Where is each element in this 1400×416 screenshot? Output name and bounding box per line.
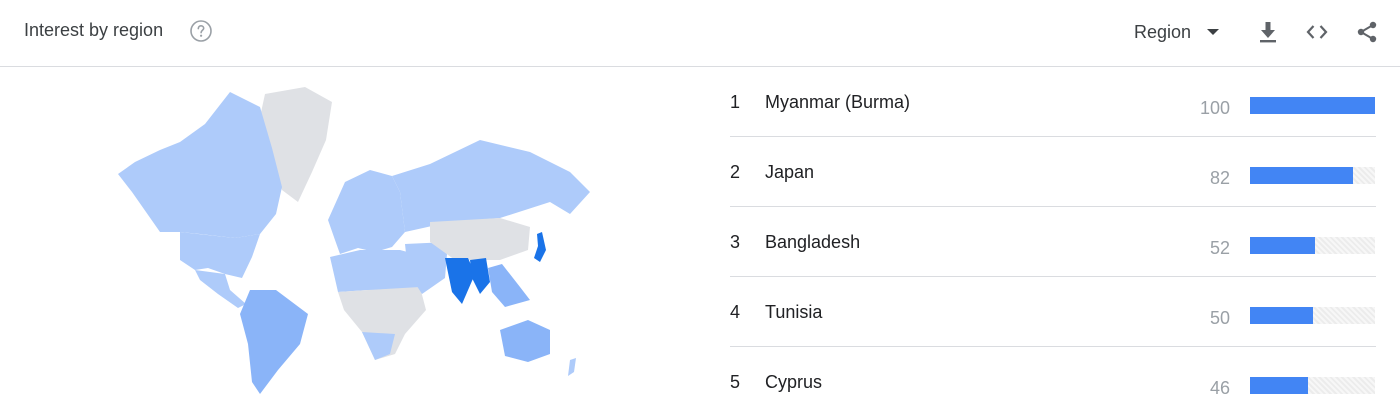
region-value: 100	[1199, 98, 1230, 118]
interest-bar-fill	[1250, 237, 1315, 254]
region-dropdown-label: Region	[1134, 21, 1192, 42]
list-item[interactable]: 5 Cyprus 46	[730, 347, 1376, 416]
map-region-russia	[392, 140, 590, 232]
region-dropdown[interactable]: Region	[1134, 20, 1220, 44]
interest-bar-fill	[1250, 307, 1313, 324]
map-region-china	[430, 218, 530, 260]
region-name: Bangladesh	[765, 232, 861, 252]
region-rank: 1	[730, 92, 741, 112]
region-rank: 2	[730, 162, 741, 182]
interest-bar-fill	[1250, 167, 1353, 184]
region-list: 1 Myanmar (Burma) 100 2 Japan 82 3 Bangl…	[730, 67, 1376, 416]
interest-bar-fill	[1250, 377, 1308, 394]
region-rank: 5	[730, 372, 741, 392]
region-value: 46	[1209, 378, 1230, 398]
list-item[interactable]: 2 Japan 82	[730, 137, 1376, 207]
widget-title: Interest by region	[24, 20, 164, 40]
map-region-new-zealand	[568, 358, 576, 376]
list-item[interactable]: 4 Tunisia 50	[730, 277, 1376, 347]
map-region-united-states	[180, 232, 260, 278]
interest-bar	[1250, 97, 1375, 114]
map-region-south-africa	[362, 332, 395, 360]
map-region-southeast-asia	[488, 264, 530, 307]
interest-bar	[1250, 307, 1375, 324]
map-region-south-america	[240, 290, 308, 394]
region-value: 82	[1209, 168, 1230, 188]
map-region-japan	[534, 232, 546, 262]
list-item[interactable]: 3 Bangladesh 52	[730, 207, 1376, 277]
interest-bar	[1250, 237, 1375, 254]
region-name: Tunisia	[765, 302, 823, 322]
region-value: 52	[1209, 238, 1230, 258]
region-value: 50	[1209, 308, 1230, 328]
region-name: Myanmar (Burma)	[765, 92, 911, 112]
region-rank: 3	[730, 232, 741, 252]
interest-bar-fill	[1250, 97, 1375, 114]
region-name: Japan	[765, 162, 815, 182]
list-item[interactable]: 1 Myanmar (Burma) 100	[730, 67, 1376, 137]
map-region-middle-east	[405, 242, 448, 294]
map-region-mexico	[195, 270, 246, 308]
interest-bar	[1250, 167, 1375, 184]
share-icon[interactable]	[1355, 20, 1379, 44]
widget-header: Interest by region Region	[0, 0, 1400, 67]
region-name: Cyprus	[765, 372, 823, 392]
map-region-myanmar	[470, 258, 490, 294]
download-icon[interactable]	[1256, 20, 1280, 44]
region-rank: 4	[730, 302, 741, 322]
caret-down-icon	[1207, 29, 1220, 35]
map-region-europe	[328, 170, 405, 254]
map-region-india	[445, 258, 475, 304]
embed-code-icon[interactable]	[1305, 20, 1329, 44]
map-region-canada	[118, 92, 282, 238]
help-icon[interactable]	[190, 20, 212, 42]
map-region-africa	[338, 287, 426, 360]
map-region-australia	[500, 320, 550, 362]
interest-bar	[1250, 377, 1375, 394]
world-map[interactable]	[100, 82, 610, 397]
map-region-north-africa	[330, 250, 430, 292]
